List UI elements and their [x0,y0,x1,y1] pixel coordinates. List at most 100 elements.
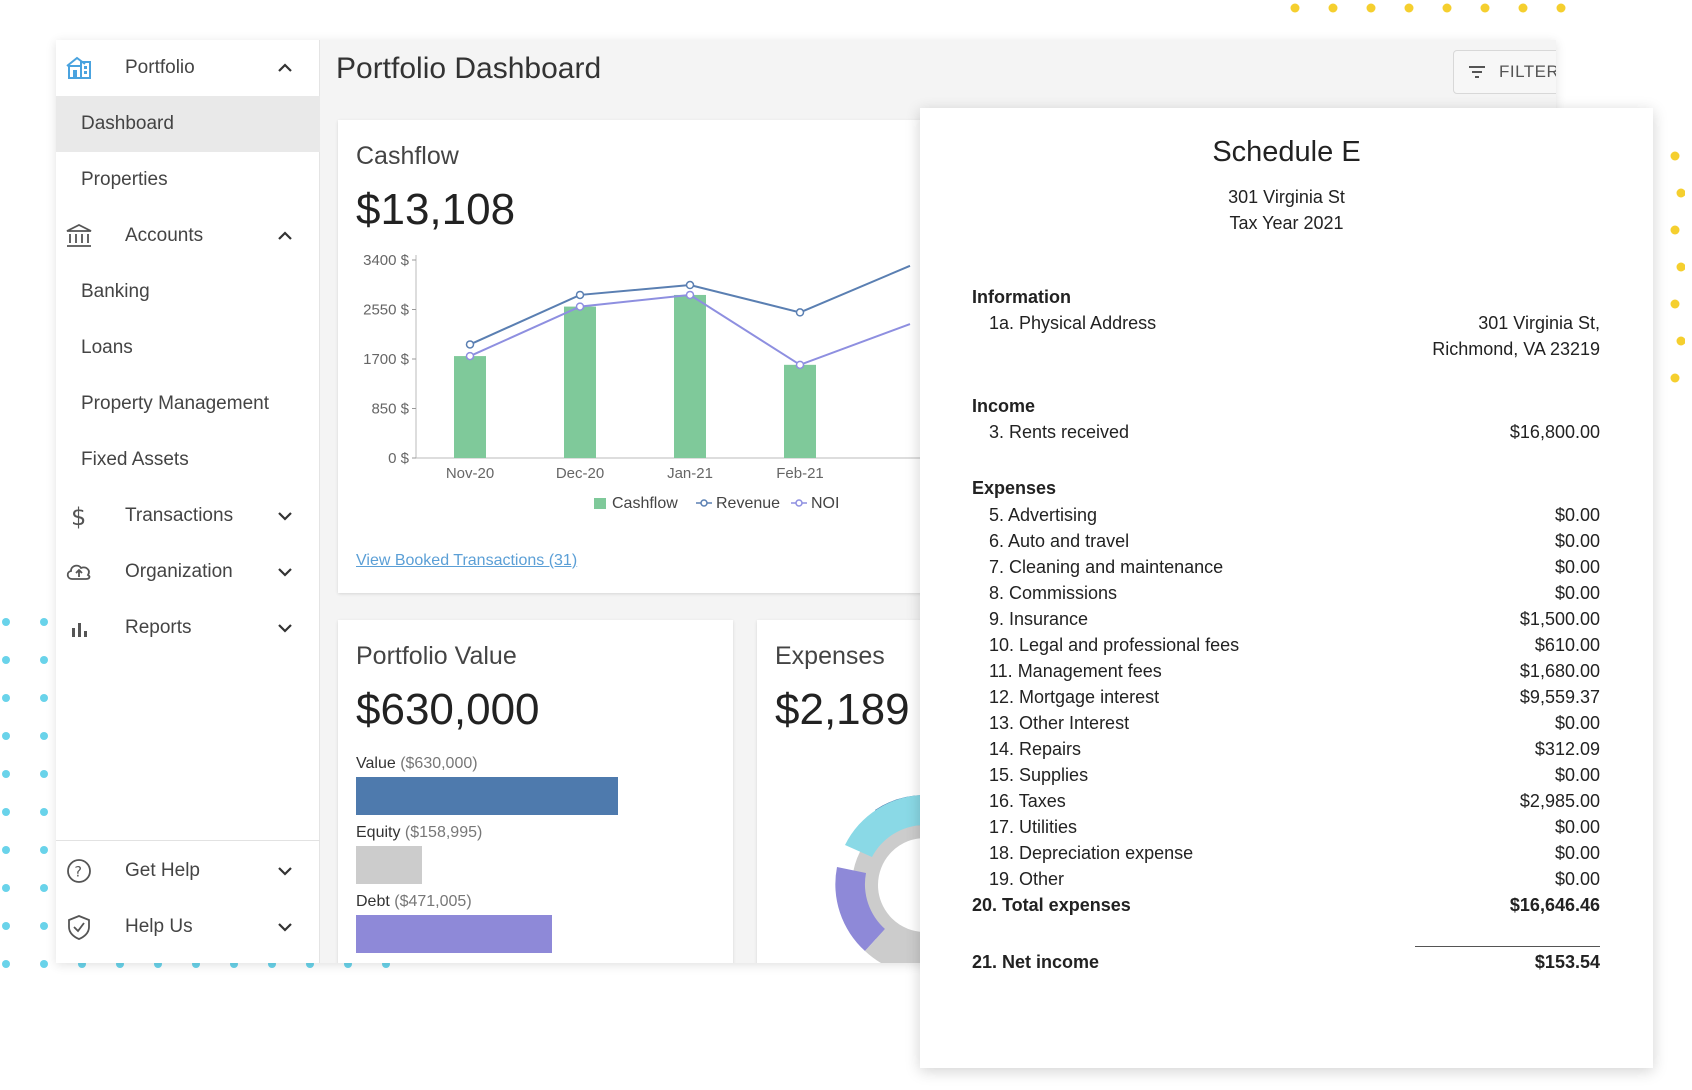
x-tick-label: Feb-21 [776,465,824,482]
filter-button[interactable]: FILTER [1453,50,1556,94]
y-tick-label: 850 $ [371,401,409,418]
sidebar-item-reports[interactable]: Reports [56,600,320,656]
sidebar-item-property-management[interactable]: Property Management [56,376,320,432]
cloud-upload-icon [66,564,91,580]
pv-row-name: Value [356,755,396,772]
bar-chart-icon [72,623,87,637]
decorative-dot [1676,336,1685,346]
sidebar-item-get-help[interactable]: ? Get Help [56,843,320,899]
decorative-dot [40,884,48,892]
row-value: $0.00 [1554,817,1600,837]
pv-row-name: Debt [356,893,390,910]
decorative-dot [1676,188,1685,198]
noi-point [575,302,585,311]
view-booked-transactions-link[interactable]: View Booked Transactions (31) [356,552,578,569]
row-value: $9,559.37 [1519,687,1600,707]
row-label: 19. Other [989,869,1065,889]
sidebar-item-banking[interactable]: Banking [56,264,320,320]
sidebar-item-loans[interactable]: Loans [56,320,320,376]
row-net-income: 21. Net income $153.54 [972,952,1600,978]
cashflow-bar [454,356,486,458]
sidebar-item-organization[interactable]: Organization [56,544,320,600]
portfolio-value-title: Portfolio Value [356,642,517,670]
pv-row-amount: ($471,005) [394,893,472,910]
sidebar-item-fixed-assets[interactable]: Fixed Assets [56,432,320,488]
legend-label: NOI [811,495,839,512]
chevron-down-icon [278,624,292,633]
sidebar-item-help-us[interactable]: Help Us [56,899,320,955]
decorative-dot [2,770,10,778]
row-value: $312.09 [1534,739,1600,759]
row-value: $16,800.00 [1509,422,1600,442]
decorative-dot [1366,3,1376,13]
decorative-dot [2,656,10,664]
row-value: $2,985.00 [1519,791,1600,811]
decorative-dot [2,808,10,816]
row-total-expenses: 20. Total expenses $16,646.46 [972,895,1600,921]
decorative-dot [2,884,10,892]
pv-equity-bar [356,846,422,884]
y-tick-label: 0 $ [388,450,410,467]
row-value: $0.00 [1554,557,1600,577]
sidebar-item-label: Property Management [81,393,269,414]
sidebar-item-accounts[interactable]: Accounts [56,208,320,264]
section-income: Income [972,396,1036,416]
expense-row: 16. Taxes $2,985.00 [989,791,1600,817]
schedule-address: 301 Virginia St [1228,187,1345,207]
shield-check-icon [68,915,90,940]
noi-point [465,351,475,361]
expense-row: 17. Utilities $0.00 [989,817,1600,843]
row-rents-received: 3. Rents received $16,800.00 [989,422,1600,448]
row-label: 20. Total expenses [972,895,1131,915]
decorative-dot [2,922,10,930]
donut-segment [835,867,885,951]
schedule-title: Schedule E [1212,136,1361,168]
row-label: 9. Insurance [989,609,1089,629]
row-label: 1a. Physical Address [989,313,1157,333]
decorative-dot [1518,3,1528,13]
sidebar-item-dashboard[interactable]: Dashboard [56,96,320,152]
sidebar-item-label: Portfolio [125,57,195,78]
expense-row: 7. Cleaning and maintenance $0.00 [989,557,1600,583]
decorative-dot [40,656,48,664]
section-information: Information [972,287,1071,307]
decorative-dot [1676,262,1685,272]
x-tick-label: Dec-20 [556,465,604,482]
building-icon [66,56,91,79]
donut-segment [845,795,923,857]
row-value: $0.00 [1554,713,1600,733]
pv-debt-bar [356,915,552,953]
row-label: 6. Auto and travel [989,531,1130,551]
decorative-dot [1670,299,1680,309]
pv-row-amount: ($158,995) [404,824,483,841]
chevron-down-icon [278,512,292,521]
sidebar-item-portfolio[interactable]: Portfolio [56,40,320,96]
decorative-dot [1328,3,1338,13]
expense-row: 10. Legal and professional fees $610.00 [989,635,1600,661]
pv-row-name: Equity [356,824,401,841]
row-label: 18. Depreciation expense [989,843,1194,863]
expense-row: 15. Supplies $0.00 [989,765,1600,791]
sidebar-item-transactions[interactable]: $ Transactions [56,488,320,544]
expense-row: 14. Repairs $312.09 [989,739,1600,765]
y-tick-label: 1700 $ [363,351,410,368]
row-label: 11. Management fees [989,661,1162,681]
legend-label: Revenue [716,495,780,512]
decorative-dot [2,732,10,740]
expense-row: 6. Auto and travel $0.00 [989,531,1600,557]
sidebar-item-label: Dashboard [81,113,174,134]
legend-swatch [795,499,803,507]
row-physical-address: 1a. Physical Address 301 Virginia St, [989,313,1600,339]
section-expenses: Expenses [972,478,1057,498]
sidebar-item-label: Transactions [125,505,234,526]
legend-swatch [700,499,708,507]
y-tick-label: 3400 $ [363,252,410,269]
row-value: $0.00 [1554,505,1600,525]
decorative-dot [40,618,48,626]
row-label: 10. Legal and professional fees [989,635,1240,655]
chevron-up-icon [278,63,292,72]
bank-icon [66,223,92,247]
sidebar: Portfolio Dashboard Properties Accounts … [56,40,320,963]
pv-equity-label: Equity ($158,995) [356,824,482,842]
sidebar-item-properties[interactable]: Properties [56,152,320,208]
